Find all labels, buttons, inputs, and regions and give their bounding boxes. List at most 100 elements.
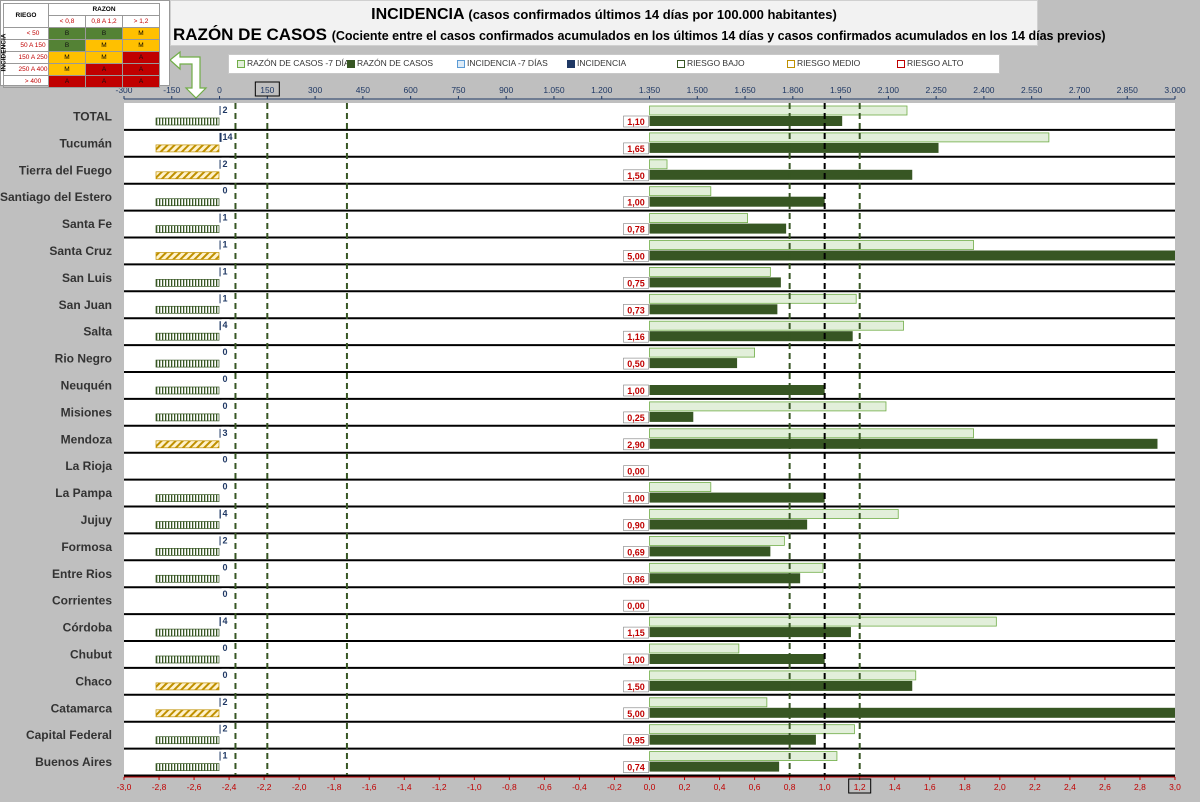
bar-razon-7dias	[649, 401, 887, 412]
incidencia-label-box	[221, 642, 230, 653]
bottom-axis-tick-label: -0,4	[572, 782, 587, 792]
razon-label-box	[623, 411, 649, 424]
razon-label: 1,65	[627, 144, 645, 154]
incidencia-label-box	[221, 668, 230, 680]
razon-label-box	[623, 599, 649, 612]
bar-razon	[649, 761, 780, 772]
category-label: Córdoba	[63, 621, 113, 635]
razon-label: 0,78	[627, 225, 645, 235]
razon-label: 2,90	[627, 440, 645, 450]
legend-label: RIESGO ALTO	[907, 58, 964, 68]
razon-label: 0,74	[627, 763, 645, 773]
incidencia-label: 0	[223, 643, 228, 653]
bottom-axis-tick-label: 0,0	[644, 782, 656, 792]
top-axis-tick-label: 900	[499, 85, 513, 95]
category-label: Jujuy	[81, 513, 113, 527]
risk-cell: M	[122, 27, 160, 40]
incidencia-label: 2	[223, 105, 228, 115]
risk-bar-bajo	[155, 655, 220, 664]
category-label: Santa Fe	[62, 217, 112, 231]
incidencia-label-box	[221, 399, 230, 411]
category-label: La Rioja	[65, 459, 112, 473]
legend-label: RIESGO MEDIO	[797, 58, 861, 68]
bottom-axis-tick-label: 2,4	[1064, 782, 1076, 792]
category-label: Catamarca	[51, 701, 113, 715]
bar-razon-7dias	[649, 320, 904, 331]
legend-item: INCIDENCIA -7 DÍAS	[457, 58, 548, 68]
risk-cell: B	[85, 27, 123, 40]
category-label: Chaco	[75, 674, 112, 688]
top-axis-tick-label: 2.550	[1021, 85, 1043, 95]
bottom-axis-tick-label: -2,6	[187, 782, 202, 792]
legend-label: INCIDENCIA	[577, 58, 627, 68]
risk-bar-medio	[155, 682, 220, 691]
risk-bar-medio	[155, 171, 220, 180]
incidencia-label: 4	[223, 509, 228, 519]
risk-bar-bajo	[155, 763, 220, 771]
razon-label: 0,00	[627, 467, 645, 477]
razon-label: 1,15	[627, 628, 645, 638]
incidencia-label-box	[221, 426, 230, 438]
bar-razon-7dias	[649, 159, 668, 170]
bar-razon	[649, 250, 1175, 261]
risk-bar-bajo	[155, 117, 220, 126]
razon-label: 0,86	[627, 574, 645, 584]
incidencia-label-box	[221, 534, 230, 546]
bar-razon	[649, 142, 939, 153]
subtitle: RAZÓN DE CASOS (Cociente entre el casos …	[173, 25, 1106, 45]
risk-bar-bajo	[155, 548, 220, 556]
top-axis-tick-label: 1.050	[543, 85, 565, 95]
top-axis-tick-label: 1.650	[734, 85, 756, 95]
legend-label: RAZÓN DE CASOS	[357, 58, 434, 68]
incidencia-label-box	[221, 615, 230, 627]
razon-label-box	[623, 626, 649, 639]
risk-bar-bajo	[155, 386, 220, 395]
top-axis-tick-label: 150	[260, 85, 274, 95]
bar-razon-7dias	[649, 643, 740, 654]
razon-label: 1,50	[627, 682, 645, 692]
razon-label-box	[623, 653, 649, 666]
razon-label-box	[623, 330, 649, 343]
incidencia-label: 3	[223, 428, 228, 438]
legend-item: RIESGO MEDIO	[787, 58, 860, 68]
top-axis-tick-label: 2.700	[1069, 85, 1091, 95]
bar-razon	[649, 707, 1175, 718]
legend-swatch	[677, 59, 685, 68]
risk-bar-medio	[155, 144, 220, 153]
bar-incidencia	[219, 536, 221, 546]
incidencia-label-box	[221, 184, 230, 196]
bottom-axis-tick-label: 2,8	[1134, 782, 1146, 792]
bottom-axis-tick-label: -1,2	[432, 782, 447, 792]
bar-incidencia	[219, 617, 221, 627]
bar-razon	[649, 438, 1158, 449]
razon-label: 0,73	[627, 305, 645, 315]
razon-label-box	[623, 169, 649, 182]
incidencia-label: 0	[223, 670, 228, 680]
razon-label: 0,50	[627, 359, 645, 369]
bottom-axis-tick-label: -1,6	[362, 782, 377, 792]
chart-header: INCIDENCIA (casos confirmados últimos 14…	[170, 0, 1106, 46]
razon-label-box	[623, 519, 649, 531]
bar-incidencia	[219, 321, 221, 331]
incidencia-label-box	[221, 157, 230, 169]
risk-row-range: > 400	[3, 75, 49, 88]
incidencia-label: 1	[223, 751, 228, 761]
risk-label: RIEGO	[3, 3, 49, 28]
title-sub: (casos confirmados últimos 14 días por 1…	[468, 7, 837, 22]
incidencia-label-box	[221, 749, 230, 761]
razon-label-box	[623, 707, 649, 720]
incidencia-label: 1	[223, 240, 228, 250]
bar-razon	[649, 573, 801, 584]
category-label: San Juan	[59, 298, 112, 312]
razon-label-box	[623, 680, 649, 693]
bar-razon	[649, 223, 787, 234]
bar-razon	[649, 627, 851, 638]
razon-label: 1,10	[627, 117, 645, 127]
incidencia-label: 0	[223, 347, 228, 357]
category-label: Buenos Aires	[35, 755, 112, 769]
legend-item: RIESGO BAJO	[677, 58, 745, 68]
incidencia-label-box	[221, 104, 230, 115]
incidencia-label: 1	[223, 266, 228, 276]
incidencia-label: 2	[223, 724, 228, 734]
bottom-axis-tick-label: 0,4	[714, 782, 726, 792]
